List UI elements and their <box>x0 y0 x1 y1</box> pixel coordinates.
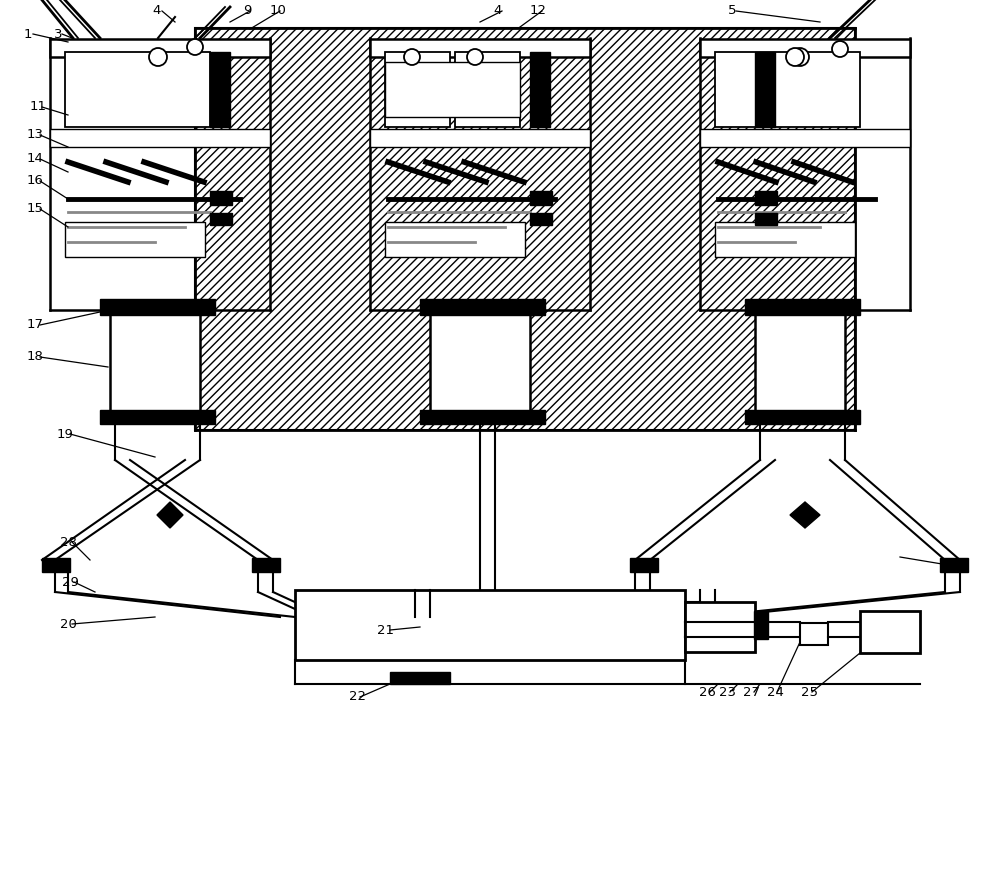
Circle shape <box>187 39 203 55</box>
Circle shape <box>404 49 420 65</box>
Text: 14: 14 <box>27 153 43 166</box>
Circle shape <box>832 41 848 57</box>
Bar <box>755 213 777 225</box>
Bar <box>700 39 910 57</box>
Bar <box>715 222 855 257</box>
Bar <box>420 410 545 424</box>
Bar <box>42 558 70 572</box>
Bar <box>370 129 590 147</box>
Text: 5: 5 <box>728 4 736 18</box>
Circle shape <box>149 48 167 66</box>
Bar <box>455 52 520 127</box>
Bar <box>530 52 550 127</box>
Text: 18: 18 <box>27 351 43 363</box>
Text: 20: 20 <box>60 617 76 631</box>
Text: 10: 10 <box>270 4 286 18</box>
Bar <box>530 213 552 225</box>
Bar <box>385 222 525 257</box>
Bar <box>745 410 860 424</box>
Circle shape <box>467 49 483 65</box>
Bar <box>860 611 920 653</box>
Bar <box>252 558 280 572</box>
Polygon shape <box>157 502 183 528</box>
Bar <box>755 52 775 127</box>
Bar <box>630 558 658 572</box>
Bar <box>370 39 590 57</box>
Bar <box>110 310 200 420</box>
Text: 9: 9 <box>243 4 251 18</box>
Text: 3: 3 <box>54 27 62 40</box>
Text: 19: 19 <box>57 427 73 440</box>
Bar <box>385 62 520 117</box>
Text: 17: 17 <box>26 318 44 332</box>
Bar <box>530 191 552 205</box>
Bar <box>210 191 232 205</box>
Bar <box>755 310 845 420</box>
Text: 13: 13 <box>26 129 44 141</box>
Bar <box>755 191 777 205</box>
Bar <box>210 52 230 127</box>
Bar <box>685 602 755 652</box>
Text: 26: 26 <box>699 686 715 698</box>
Text: 23: 23 <box>720 686 736 698</box>
Bar <box>745 299 860 315</box>
Bar <box>800 623 828 645</box>
Bar <box>65 52 210 127</box>
Bar <box>100 410 215 424</box>
Circle shape <box>786 48 804 66</box>
Text: 25: 25 <box>802 686 818 698</box>
Bar <box>754 611 768 639</box>
Bar <box>210 213 232 225</box>
Text: 12: 12 <box>530 4 546 18</box>
Text: 16: 16 <box>27 175 43 188</box>
Polygon shape <box>790 502 820 528</box>
Circle shape <box>791 48 809 66</box>
Bar <box>420 299 545 315</box>
Text: 1: 1 <box>24 27 32 40</box>
Text: 21: 21 <box>376 624 394 637</box>
Text: 2: 2 <box>946 559 954 572</box>
Bar <box>65 222 205 257</box>
Bar <box>700 129 910 147</box>
Bar <box>100 299 215 315</box>
Text: 28: 28 <box>60 536 76 548</box>
Text: 11: 11 <box>30 101 46 113</box>
Bar <box>940 558 968 572</box>
Text: 29: 29 <box>62 575 78 588</box>
Bar <box>385 52 450 127</box>
Text: 24: 24 <box>767 686 783 698</box>
Text: 22: 22 <box>350 690 366 703</box>
Bar <box>295 590 685 660</box>
Bar <box>430 310 530 420</box>
Text: 4: 4 <box>153 4 161 18</box>
Text: 15: 15 <box>26 203 44 216</box>
Bar <box>715 52 860 127</box>
Bar <box>50 129 270 147</box>
Polygon shape <box>195 28 855 430</box>
Bar <box>390 672 450 684</box>
Text: 4: 4 <box>494 4 502 18</box>
Bar <box>50 39 270 57</box>
Text: 27: 27 <box>744 686 761 698</box>
